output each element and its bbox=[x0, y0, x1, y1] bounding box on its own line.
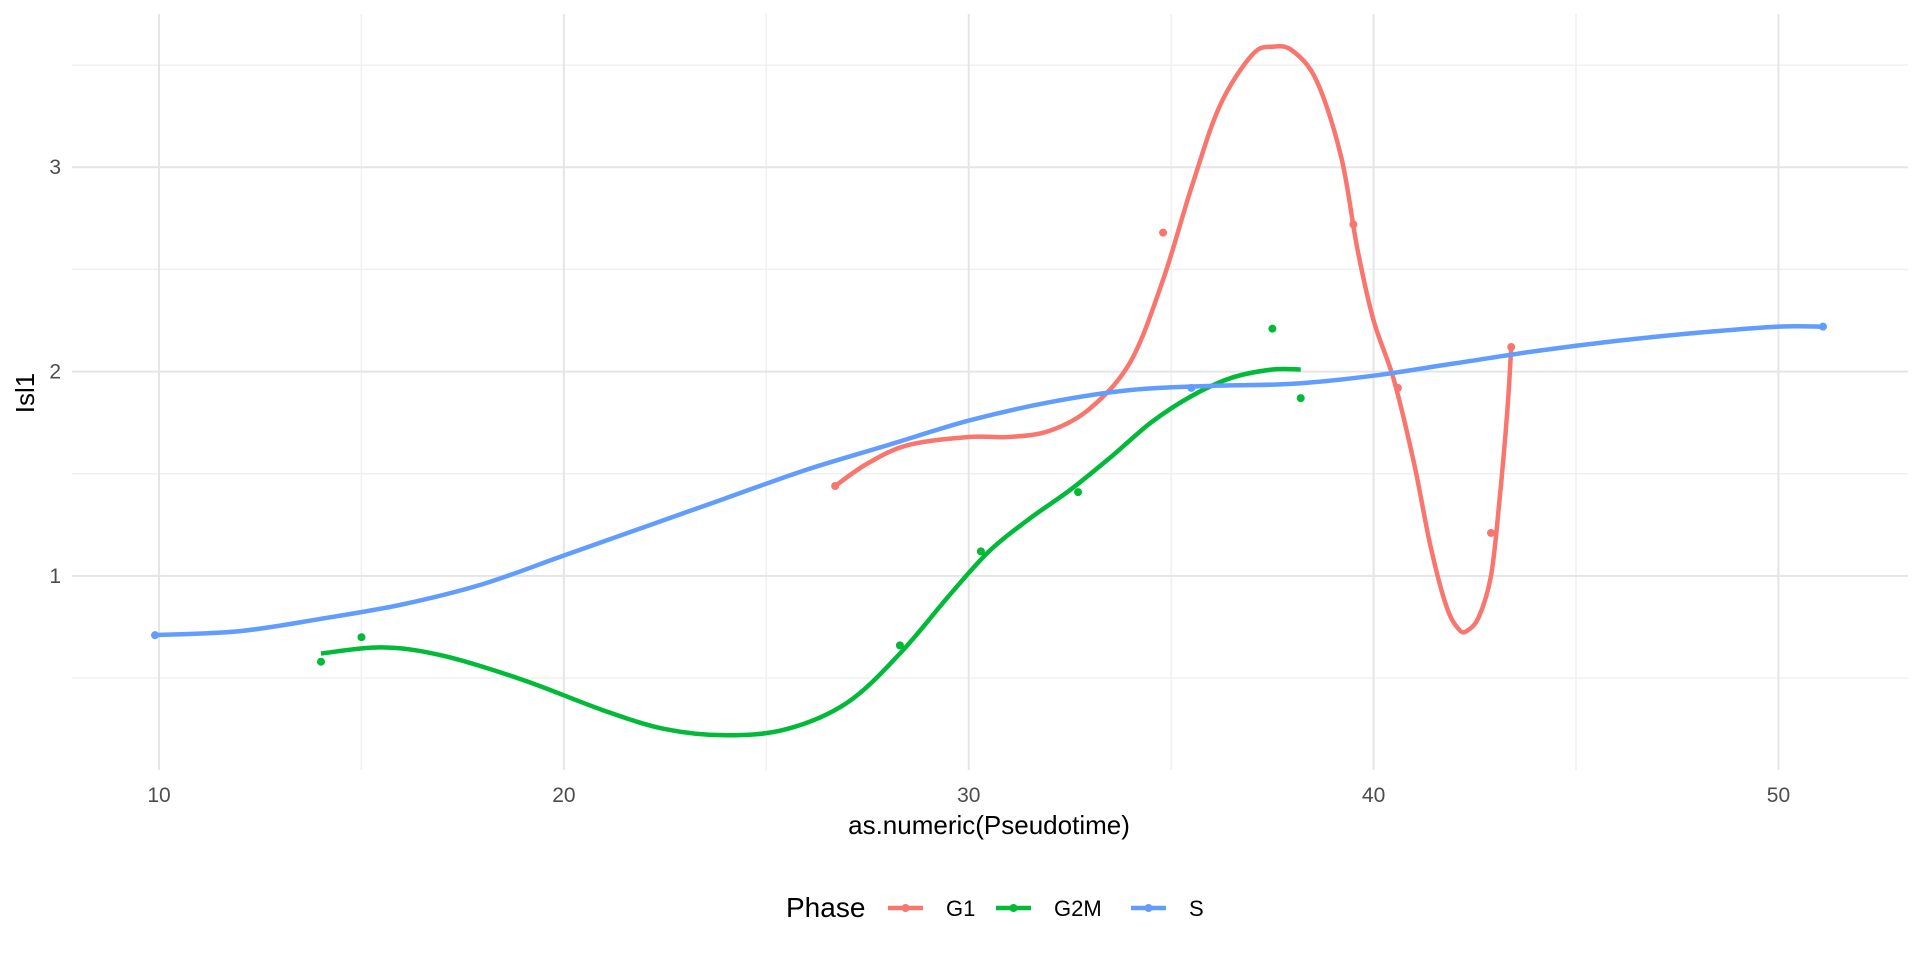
y-tick-label: 2 bbox=[49, 361, 61, 384]
legend: Phase G1 G2M S bbox=[786, 892, 1204, 923]
x-axis-ticks: 10 20 30 40 50 bbox=[147, 784, 1790, 807]
series-points bbox=[150, 220, 1827, 666]
data-point-g1 bbox=[1507, 343, 1516, 352]
data-point-s bbox=[150, 631, 159, 640]
data-point-g1 bbox=[1487, 528, 1496, 537]
series-line-s bbox=[154, 323, 1824, 638]
x-tick-label: 30 bbox=[957, 784, 980, 807]
grid bbox=[72, 14, 1908, 770]
y-tick-label: 3 bbox=[49, 156, 61, 179]
legend-label-g1: G1 bbox=[946, 896, 975, 921]
legend-key-point-s bbox=[1144, 904, 1153, 912]
data-point-g2m bbox=[976, 547, 985, 556]
series-line-g1 bbox=[833, 43, 1514, 635]
y-axis-ticks: 1 2 3 bbox=[49, 156, 61, 588]
data-point-g2m bbox=[1268, 324, 1277, 333]
x-axis-title: as.numeric(Pseudotime) bbox=[848, 810, 1130, 840]
legend-title: Phase bbox=[786, 892, 865, 923]
legend-key-point-g2m bbox=[1009, 904, 1018, 912]
data-point-g2m bbox=[357, 633, 366, 642]
data-point-g1 bbox=[831, 481, 840, 490]
data-point-s bbox=[1187, 383, 1196, 392]
x-tick-label: 10 bbox=[147, 784, 170, 807]
y-tick-label: 1 bbox=[49, 565, 61, 588]
data-point-g2m bbox=[1074, 488, 1083, 497]
x-tick-label: 20 bbox=[552, 784, 575, 807]
x-tick-label: 50 bbox=[1767, 784, 1790, 807]
data-point-g1 bbox=[1349, 220, 1358, 229]
legend-key-point-g1 bbox=[901, 904, 910, 912]
data-point-g2m bbox=[1296, 394, 1305, 403]
series-line-g2m bbox=[320, 366, 1301, 738]
x-tick-label: 40 bbox=[1362, 784, 1385, 807]
legend-label-s: S bbox=[1189, 896, 1204, 921]
data-point-g2m bbox=[895, 641, 904, 650]
data-point-g1 bbox=[1393, 383, 1402, 392]
series-lines bbox=[154, 43, 1824, 738]
data-point-s bbox=[1818, 322, 1827, 331]
legend-label-g2m: G2M bbox=[1054, 896, 1102, 921]
y-axis-title: Isl1 bbox=[10, 373, 40, 413]
data-point-g1 bbox=[1159, 228, 1168, 237]
data-point-g2m bbox=[316, 657, 325, 666]
